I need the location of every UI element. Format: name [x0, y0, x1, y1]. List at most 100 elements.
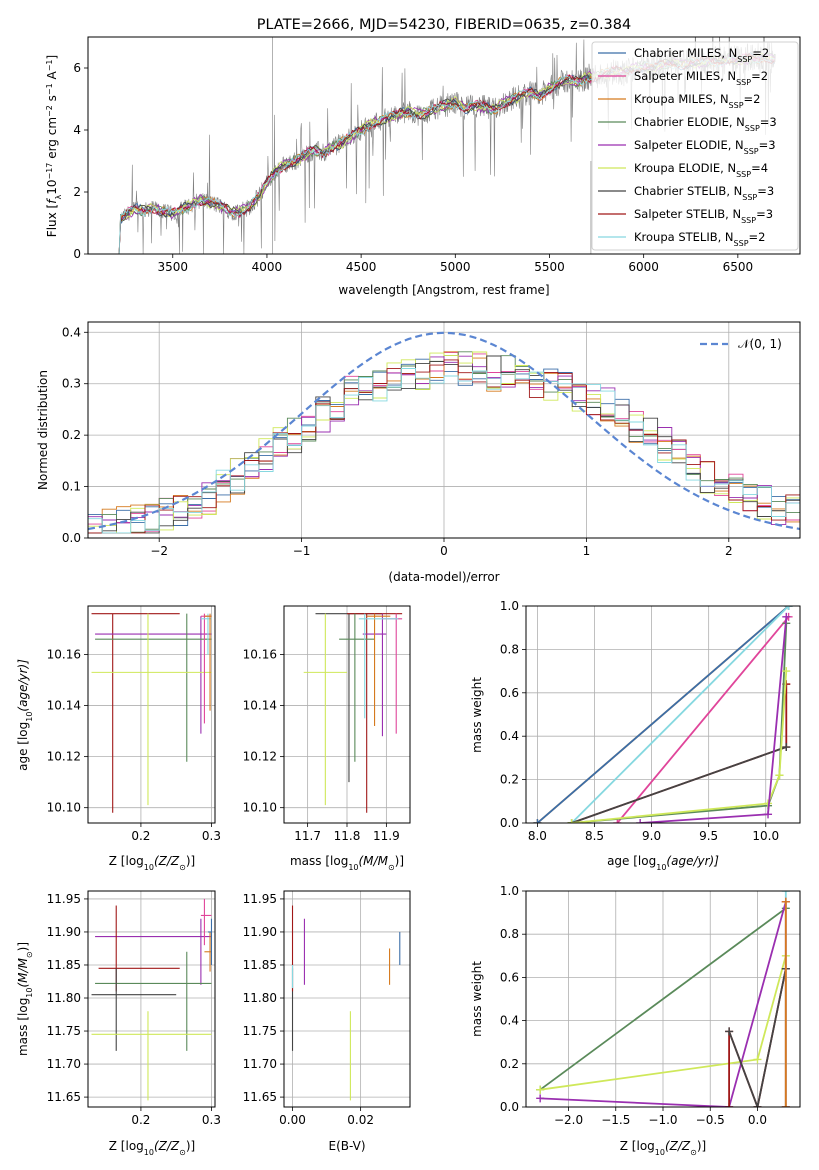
weight-line	[571, 606, 790, 823]
x-tick-label: 9.5	[699, 829, 718, 843]
x-tick-label: 2	[725, 544, 733, 558]
axes-frame	[283, 890, 411, 1108]
y-tick-label: 11.90	[243, 925, 277, 939]
x-tick-label: 9.0	[642, 829, 661, 843]
y-tick-label: 10.14	[47, 699, 81, 713]
x-tick-label: 11.9	[373, 829, 400, 843]
axes-decoration: 8.0 8.5 9.0 9.5 10.0 0.0 0.2 0.4 0.6 0.8 1.0	[500, 599, 801, 843]
x-tick-label: 6500	[723, 260, 754, 274]
axes-frame	[87, 605, 216, 824]
x-axis-label: wavelength [Angstrom, rest frame]	[338, 283, 549, 297]
x-tick-label: −2	[150, 544, 168, 558]
weight-marker	[782, 612, 791, 621]
weight-marker	[533, 819, 542, 823]
axes-decoration: 3500 4000 4500 5000 5500 6000 6500 0 2 4 6	[73, 36, 801, 274]
y-tick-label: 0.4	[500, 729, 519, 743]
mass-weight-vs-metallicity-panel: −2.0 −1.5 −1.0 −0.5 0.0 0.0 0.2 0.4 0.6 0.8 1.0 Z […	[470, 884, 801, 1157]
x-tick-label: −2.0	[554, 1113, 583, 1127]
y-axis-label: Normed distribution	[36, 370, 50, 490]
x-axis-label: Z [log10(Z/Z⊙)]	[109, 1139, 195, 1157]
y-axis-label: mass weight	[470, 961, 484, 1037]
legend-label: Chabrier STELIB, NSSP=3	[634, 184, 774, 202]
y-tick-label: 11.95	[47, 892, 81, 906]
y-tick-label: 11.75	[47, 1024, 81, 1038]
weight-marker	[781, 1103, 790, 1107]
y-tick-label: 6	[73, 61, 81, 75]
axes-decoration: −2 −1 0 1 2 0.0 0.1 0.2 0.3 0.4	[62, 321, 801, 558]
x-tick-label: 0.3	[202, 1113, 221, 1127]
x-tick-label: 0.3	[202, 829, 221, 843]
weight-line	[571, 623, 788, 823]
weight-marker	[781, 897, 790, 906]
x-tick-label: 0.00	[279, 1113, 306, 1127]
plot-area	[536, 891, 790, 1107]
plot-area	[303, 613, 403, 813]
plot-area	[91, 613, 212, 813]
y-tick-label: 0.2	[500, 1057, 519, 1071]
weight-line	[728, 968, 787, 1107]
y-tick-label: 11.95	[243, 892, 277, 906]
weight-marker	[764, 810, 773, 819]
legend-label: Salpeter ELODIE, NSSP=3	[634, 138, 776, 156]
legend-label: Kroupa ELODIE, NSSP=4	[634, 161, 768, 179]
age-vs-metallicity-panel: 0.2 0.3 10.10 10.12 10.14 10.16 Z [log10(Z/Z⊙)…	[16, 605, 221, 872]
y-tick-label: 11.85	[243, 958, 277, 972]
weight-marker	[613, 819, 622, 823]
y-tick-label: 11.80	[47, 991, 81, 1005]
x-tick-label: 1	[583, 544, 591, 558]
mass-vs-extinction-panel: 0.00 0.02 11.65 11.70 11.75 11.80 11.85 11.90 11…	[243, 890, 411, 1153]
gaussian-curve	[88, 331, 800, 531]
x-axis-label: Z [log10(Z/Z⊙)]	[109, 854, 195, 872]
plot-area	[291, 905, 401, 1101]
x-tick-label: 0	[440, 544, 448, 558]
axes-decoration: −2.0 −1.5 −1.0 −0.5 0.0 0.0 0.2 0.4 0.6 0.8 1.0	[500, 884, 801, 1127]
y-tick-label: 10.14	[243, 699, 277, 713]
histogram-kroupa-stelib	[88, 368, 800, 534]
y-tick-label: 11.90	[47, 925, 81, 939]
x-tick-label: 5000	[440, 260, 471, 274]
y-tick-label: 10.12	[243, 750, 277, 764]
weight-marker	[536, 1085, 545, 1094]
histogram-kroupa-elodie	[88, 351, 800, 534]
y-tick-label: 11.80	[243, 991, 277, 1005]
x-axis-label: Z [log10(Z/Z⊙)]	[620, 1139, 706, 1157]
y-tick-label: 11.70	[243, 1057, 277, 1071]
weight-line	[571, 671, 788, 823]
y-tick-label: 11.65	[243, 1090, 277, 1104]
weight-line	[540, 901, 787, 1107]
x-tick-label: 11.7	[294, 829, 321, 843]
axes-decoration: 0.2 0.3 11.65 11.70 11.75 11.80 11.85 11.90 11.9…	[47, 890, 221, 1127]
spectrum-panel: 3500 4000 4500 5000 5500 6000 6500 0 2 4 6 PLATE=26…	[45, 17, 801, 297]
weight-line	[571, 684, 788, 823]
y-tick-label: 0.0	[500, 816, 519, 830]
y-tick-label: 0.8	[500, 642, 519, 656]
chart-title: PLATE=2666, MJD=54230, FIBERID=0635, z=0…	[257, 17, 631, 33]
y-tick-label: 0.6	[500, 970, 519, 984]
legend-label: Chabrier MILES, NSSP=2	[634, 46, 769, 64]
x-tick-label: 0.0	[748, 1113, 767, 1127]
x-axis-label: mass [log10(M/M⊙)]	[290, 854, 404, 872]
y-axis-label: Flux [fλ10−17 erg cm−2 s−1 A−1]	[45, 55, 63, 237]
x-tick-label: −1.5	[601, 1113, 630, 1127]
weight-marker	[753, 1055, 762, 1064]
x-tick-label: 6000	[628, 260, 659, 274]
y-tick-label: 0.4	[500, 1014, 519, 1028]
y-tick-label: 0.8	[500, 927, 519, 941]
axes-frame	[87, 890, 216, 1108]
x-tick-label: 4500	[346, 260, 377, 274]
mass-weight-vs-age-panel: 8.0 8.5 9.0 9.5 10.0 0.0 0.2 0.4 0.6 0.8 1.0 age [l…	[470, 599, 801, 872]
weight-line	[616, 616, 790, 823]
mass-vs-metallicity-panel: 0.2 0.3 11.65 11.70 11.75 11.80 11.85 11.90 11.9…	[16, 890, 221, 1157]
weight-marker	[784, 606, 793, 610]
x-tick-label: 0.2	[131, 829, 150, 843]
y-tick-label: 10.16	[47, 648, 81, 662]
y-axis-label: mass weight	[470, 677, 484, 753]
y-tick-label: 10.10	[47, 801, 81, 815]
x-tick-label: −0.5	[696, 1113, 725, 1127]
weight-marker	[775, 771, 784, 780]
weight-line	[571, 746, 787, 823]
y-tick-label: 0.0	[62, 531, 81, 545]
x-tick-label: −1	[293, 544, 311, 558]
axes-decoration: 11.7 11.8 11.9 10.10 10.12 10.14 10.16	[243, 605, 411, 843]
